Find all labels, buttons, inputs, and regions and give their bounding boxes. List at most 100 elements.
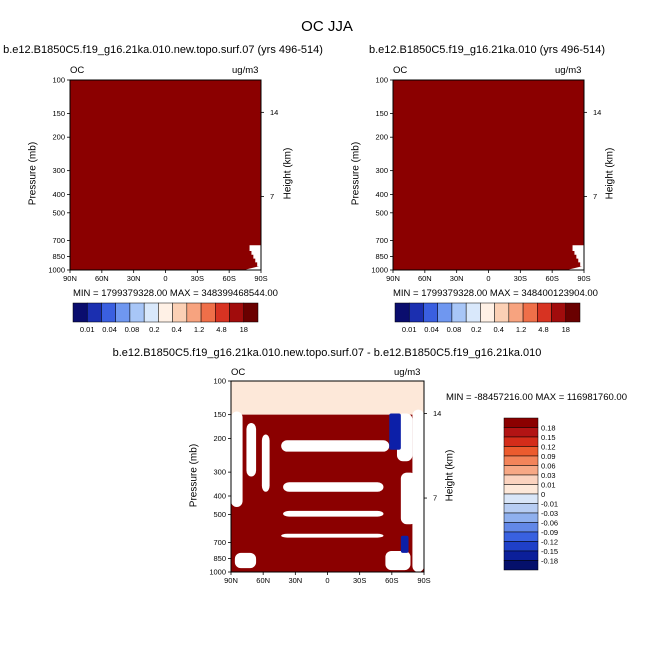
colorbar1-label: 1.2 <box>194 325 204 334</box>
colorbar2-label: 0.04 <box>424 325 439 334</box>
panel1-ytick-label: 500 <box>52 208 65 217</box>
colorbar3-box <box>503 560 539 571</box>
panel3-ytick-label: 150 <box>213 410 226 419</box>
panel1-ytick-label: 200 <box>52 133 65 142</box>
colorbar2-label: 0.2 <box>471 325 481 334</box>
panel1-ytick-right-label: 7 <box>270 192 274 201</box>
panel2-stats: MIN = 1799379328.00 MAX = 348400123904.0… <box>393 288 598 299</box>
panel2-ytick-label: 200 <box>375 133 388 142</box>
colorbar3-box <box>503 522 539 533</box>
panel3-near-zero-region <box>234 552 257 569</box>
colorbar3-box <box>503 484 539 495</box>
panel2-xtick-label: 0 <box>486 274 490 283</box>
colorbar3-label: 0.03 <box>541 471 556 480</box>
panel3-near-zero-region <box>396 413 413 462</box>
colorbar3-label: -0.09 <box>541 528 558 537</box>
panel2-ytick-right-label: 14 <box>593 108 601 117</box>
colorbar3-box <box>503 427 539 438</box>
colorbar3-label: 0.15 <box>541 433 556 442</box>
panel1-units: ug/m3 <box>232 65 259 76</box>
colorbar1-label: 0.08 <box>125 325 140 334</box>
panel2-units: ug/m3 <box>555 65 582 76</box>
panel1-ytick-label: 400 <box>52 190 65 199</box>
colorbar3-box <box>503 512 539 523</box>
colorbar3-label: 0.06 <box>541 462 556 471</box>
colorbar2-label: 18 <box>562 325 570 334</box>
panel2-xtick-label: 60N <box>418 274 432 283</box>
colorbar3-label: 0.01 <box>541 481 556 490</box>
panel1-frame <box>69 79 262 271</box>
colorbar3-label: -0.03 <box>541 509 558 518</box>
panel2-xtick-label: 90S <box>577 274 590 283</box>
colorbar1-label: 0.2 <box>149 325 159 334</box>
figure-title: OC JJA <box>301 18 353 35</box>
colorbar3-label: -0.06 <box>541 519 558 528</box>
colorbar3-label: 0.12 <box>541 443 556 452</box>
colorbar2-label: 0.01 <box>402 325 417 334</box>
colorbar1-label: 0.01 <box>80 325 95 334</box>
panel3-ytick-label: 400 <box>213 491 226 500</box>
panel1-ytick-label: 700 <box>52 236 65 245</box>
panel3-xtick-label: 60S <box>385 576 398 585</box>
panel3-negative-region <box>389 413 401 450</box>
panel2-var-label: OC <box>393 65 408 76</box>
panel3-xtick-label: 90S <box>417 576 430 585</box>
panel1-xtick-label: 30S <box>191 274 204 283</box>
panel3-near-zero-region <box>412 409 424 572</box>
panel2-ytick-label: 150 <box>375 109 388 118</box>
panel2-ytick-label: 400 <box>375 190 388 199</box>
panel1-ytick-label: 850 <box>52 252 65 261</box>
panel1-topography-mask <box>243 245 261 270</box>
panel2-ytick-right-label: 7 <box>593 192 597 201</box>
panel1-ytick-label: 150 <box>52 109 65 118</box>
panel3-ytick-right-label: 14 <box>433 409 441 418</box>
colorbar2-label: 1.2 <box>516 325 526 334</box>
panel3-xtick-label: 60N <box>256 576 270 585</box>
colorbar3-label: 0 <box>541 490 545 499</box>
panel2-ytick-label: 100 <box>375 76 388 85</box>
colorbar3-label: 0.09 <box>541 452 556 461</box>
panel3-ytick-right-label: 7 <box>433 494 437 503</box>
panel1-field <box>70 80 261 270</box>
panel2-ytick-label: 700 <box>375 236 388 245</box>
panel1-title: b.e12.B1850C5.f19_g16.21ka.010.new.topo.… <box>3 44 323 56</box>
panel3-near-zero-region <box>385 550 411 571</box>
colorbar1-label: 0.04 <box>102 325 117 334</box>
panel2-xtick-label: 30S <box>514 274 527 283</box>
panel1-ytick-label: 100 <box>52 76 65 85</box>
panel2-frame <box>392 79 585 271</box>
panel2-title: b.e12.B1850C5.f19_g16.21ka.010 (yrs 496-… <box>368 44 606 56</box>
panel2-xtick-label: 30N <box>450 274 464 283</box>
colorbar3-label: -0.12 <box>541 538 558 547</box>
panel3-near-zero-region <box>246 423 257 477</box>
panel3-xtick-label: 90N <box>224 576 238 585</box>
panel3-xtick-label: 30S <box>353 576 366 585</box>
panel3-near-zero-region <box>400 472 417 525</box>
panel3-ytick-label: 100 <box>213 377 226 386</box>
panel3-near-zero-region <box>281 440 390 452</box>
panel1-xtick-label: 60S <box>222 274 235 283</box>
panel1-xtick-label: 60N <box>95 274 109 283</box>
panel2-ytick-label: 500 <box>375 208 388 217</box>
colorbar3-label: 0.18 <box>541 424 556 433</box>
panel1-xtick-label: 0 <box>163 274 167 283</box>
panel3-title: b.e12.B1850C5.f19_g16.21ka.010.new.topo.… <box>112 347 542 359</box>
panel3-ytick-label: 1000 <box>209 568 226 577</box>
panel2-xtick-label: 60S <box>545 274 558 283</box>
panel2-field <box>393 80 584 270</box>
colorbar3-label: -0.15 <box>541 547 558 556</box>
colorbar3-box <box>503 503 539 514</box>
panel3-near-zero-region <box>231 411 243 508</box>
panel1-var-label: OC <box>70 65 85 76</box>
panel2-ytick-label: 300 <box>375 166 388 175</box>
colorbar3-box <box>503 474 539 485</box>
colorbar1-label: 18 <box>240 325 248 334</box>
panel1-xtick-label: 90S <box>254 274 267 283</box>
panel3-ytick-label: 300 <box>213 468 226 477</box>
